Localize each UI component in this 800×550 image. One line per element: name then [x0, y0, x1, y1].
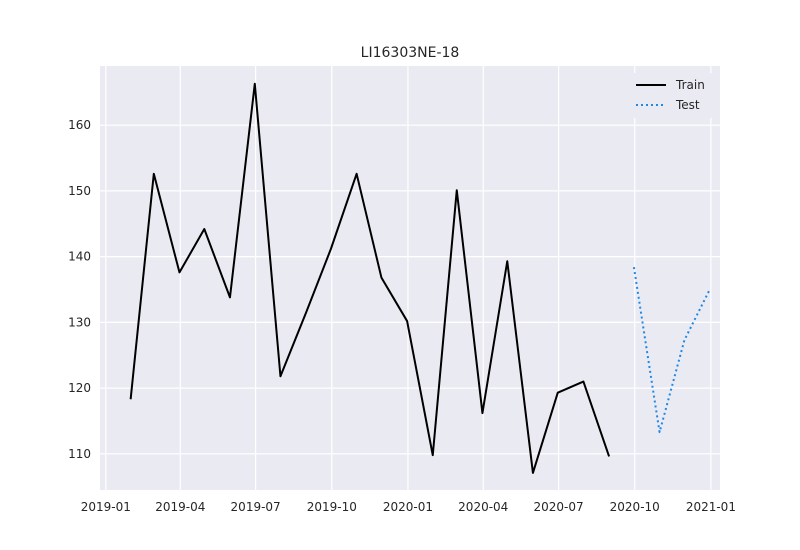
x-axis-ticks: 2019-01 2019-04 2019-07 2019-10 2020-01 2020-…	[81, 500, 736, 514]
series-layer	[129, 82, 711, 474]
y-axis-ticks: 110 120 130 140 150 160	[68, 118, 91, 461]
x-tick-label: 2021-01	[686, 500, 736, 514]
x-tick-label: 2020-04	[458, 500, 508, 514]
legend-label-train: Train	[675, 78, 705, 92]
y-tick-label: 150	[68, 184, 91, 198]
legend: Train Test	[627, 73, 713, 118]
x-tick-label: 2019-04	[155, 500, 205, 514]
x-tick-label: 2020-10	[610, 500, 660, 514]
legend-label-test: Test	[675, 98, 700, 112]
y-tick-label: 110	[68, 447, 91, 461]
chart-title: LI16303NE-18	[361, 45, 460, 61]
series-line-test	[632, 266, 711, 434]
y-tick-label: 160	[68, 118, 91, 132]
y-tick-label: 140	[68, 250, 91, 264]
x-tick-label: 2020-01	[383, 500, 433, 514]
x-tick-label: 2020-07	[534, 500, 584, 514]
series-line-train	[129, 82, 611, 474]
x-tick-label: 2019-10	[307, 500, 357, 514]
y-tick-label: 120	[68, 381, 91, 395]
x-tick-label: 2019-07	[231, 500, 281, 514]
x-tick-label: 2019-01	[81, 500, 131, 514]
grid	[100, 66, 720, 490]
plot-background	[100, 66, 720, 490]
y-tick-label: 130	[68, 315, 91, 329]
